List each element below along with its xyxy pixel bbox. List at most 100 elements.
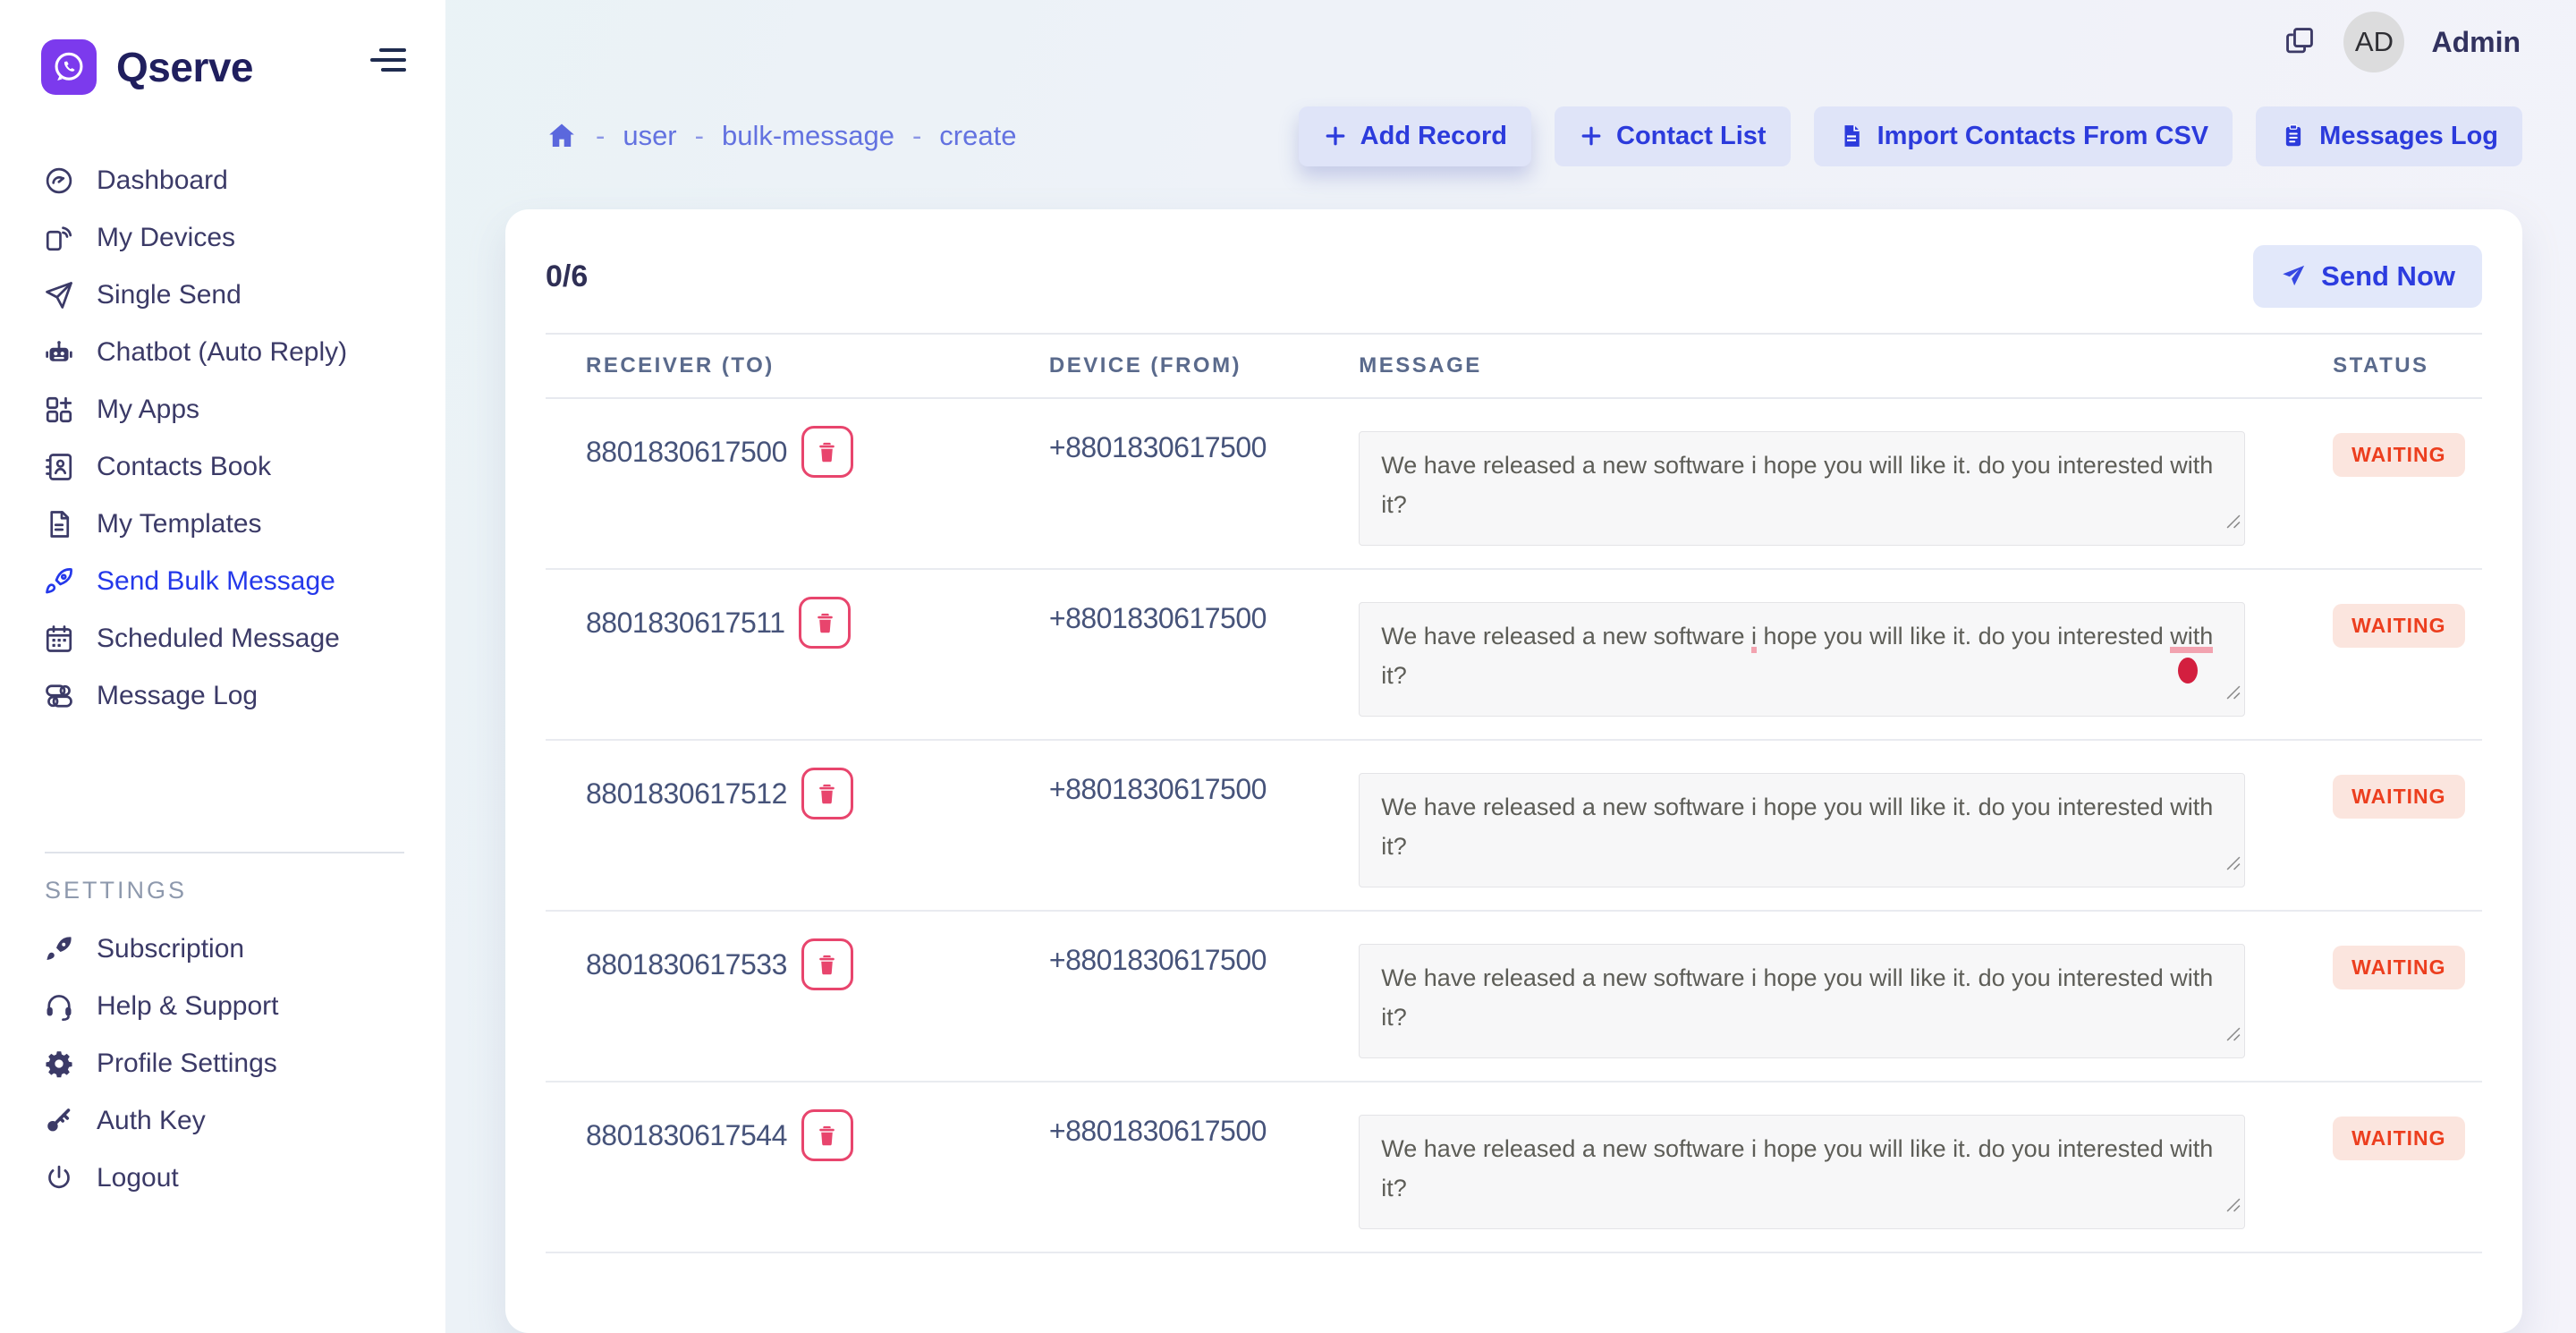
message-textarea[interactable]: We have released a new software i hope y… — [1359, 1115, 2246, 1229]
add-record-button[interactable]: Add Record — [1298, 106, 1531, 166]
breadcrumb-create[interactable]: create — [939, 120, 1017, 151]
sidebar-item-chatbot-auto-reply[interactable]: Chatbot (Auto Reply) — [0, 324, 445, 381]
sidebar-item-my-templates[interactable]: My Templates — [0, 496, 445, 553]
grammar-checker-dot[interactable] — [2178, 658, 2199, 683]
delete-row-button[interactable] — [801, 1109, 853, 1161]
spellcheck-underline: i — [1751, 623, 1758, 653]
resize-grip-icon[interactable] — [2225, 844, 2241, 883]
message-log-icon — [43, 680, 75, 712]
breadcrumb-separator: - — [694, 120, 704, 151]
resize-grip-icon[interactable] — [2225, 502, 2241, 541]
sidebar-item-scheduled-message[interactable]: Scheduled Message — [0, 610, 445, 667]
breadcrumb-separator: - — [911, 120, 922, 151]
breadcrumb-bulk-message[interactable]: bulk-message — [721, 120, 894, 151]
nav-label: My Devices — [97, 223, 236, 252]
nav-label: My Templates — [97, 509, 262, 539]
nav-label: Chatbot (Auto Reply) — [97, 337, 348, 367]
delete-row-button[interactable] — [801, 768, 853, 819]
apps-icon — [43, 394, 75, 426]
table-row: 8801830617511 +8801830617500 We have rel… — [546, 570, 2482, 741]
contact-list-button[interactable]: Contact List — [1555, 106, 1791, 166]
devices-icon — [43, 222, 75, 254]
sidebar-item-help-support[interactable]: Help & Support — [0, 978, 445, 1035]
message-textarea[interactable]: We have released a new software i hope y… — [1359, 602, 2246, 717]
resize-grip-icon[interactable] — [2225, 1015, 2241, 1054]
delete-row-button[interactable] — [801, 426, 853, 478]
sidebar-item-dashboard[interactable]: Dashboard — [0, 152, 445, 209]
receiver-number: 8801830617544 — [586, 1118, 787, 1151]
settings-section-label: SETTINGS — [45, 877, 188, 904]
table-header-row: RECEIVER (TO) DEVICE (FROM) MESSAGE STAT… — [546, 333, 2482, 399]
resize-grip-icon[interactable] — [2225, 1185, 2241, 1225]
sidebar-settings-nav: Subscription Help & Support Profile Settin… — [0, 921, 445, 1207]
table-row: 8801830617500 +8801830617500 We have rel… — [546, 399, 2482, 570]
send-icon — [43, 279, 75, 311]
receiver-number: 8801830617511 — [586, 606, 785, 639]
sidebar-item-profile-settings[interactable]: Profile Settings — [0, 1035, 445, 1092]
contacts-icon — [43, 451, 75, 483]
brand-name: Qserve — [116, 44, 254, 90]
nav-label: Send Bulk Message — [97, 566, 335, 596]
send-now-button[interactable]: Send Now — [2253, 245, 2482, 308]
nav-label: Help & Support — [97, 991, 279, 1021]
table-row: 8801830617512 +8801830617500 We have rel… — [546, 741, 2482, 912]
nav-label: Subscription — [97, 934, 245, 964]
avatar[interactable]: AD — [2343, 12, 2405, 72]
resize-grip-icon[interactable] — [2225, 673, 2241, 712]
message-textarea[interactable]: We have released a new software i hope y… — [1359, 431, 2246, 546]
sent-counter: 0/6 — [546, 259, 589, 293]
message-textarea[interactable]: We have released a new software i hope y… — [1359, 944, 2246, 1058]
breadcrumb-user[interactable]: user — [623, 120, 677, 151]
table-row: 8801830617533 +8801830617500 We have rel… — [546, 912, 2482, 1083]
chatbot-icon — [43, 336, 75, 369]
nav-label: Auth Key — [97, 1106, 206, 1135]
sidebar-toggle-button[interactable] — [369, 48, 406, 81]
qserve-logo[interactable] — [41, 39, 97, 95]
plus-icon — [1579, 123, 1604, 149]
import-contacts-from-csv-button[interactable]: Import Contacts From CSV — [1813, 106, 2233, 166]
button-label: Messages Log — [2319, 121, 2498, 150]
gear-icon — [43, 1048, 75, 1080]
delete-row-button[interactable] — [801, 938, 853, 990]
sidebar-item-my-devices[interactable]: My Devices — [0, 209, 445, 267]
status-badge: WAITING — [2333, 433, 2465, 477]
trash-icon — [815, 953, 839, 977]
template-icon — [43, 508, 75, 540]
col-header-device: DEVICE (FROM) — [1048, 353, 1242, 378]
receiver-number: 8801830617512 — [586, 777, 787, 810]
nav-label: Message Log — [97, 681, 258, 710]
receiver-number: 8801830617533 — [586, 947, 787, 981]
button-label: Contact List — [1616, 121, 1767, 150]
sidebar-divider — [45, 852, 404, 853]
nav-label: Scheduled Message — [97, 624, 340, 653]
home-icon[interactable] — [546, 120, 578, 152]
messages-log-button[interactable]: Messages Log — [2256, 106, 2522, 166]
sidebar-item-contacts-book[interactable]: Contacts Book — [0, 438, 445, 496]
copy-icon[interactable] — [2283, 24, 2317, 61]
col-header-message: MESSAGE — [1359, 353, 1482, 378]
send-now-label: Send Now — [2321, 260, 2455, 292]
sidebar-item-send-bulk-message[interactable]: Send Bulk Message — [0, 553, 445, 610]
breadcrumb: - user - bulk-message - create — [546, 120, 1016, 152]
sidebar-item-single-send[interactable]: Single Send — [0, 267, 445, 324]
message-textarea[interactable]: We have released a new software i hope y… — [1359, 773, 2246, 887]
whatsapp-phone-icon — [49, 47, 89, 87]
csv-icon — [1838, 123, 1865, 149]
rocket-filled-icon — [43, 933, 75, 965]
sidebar: Qserve Dashboard My Devices Single Send Cha… — [0, 0, 445, 1333]
trash-icon — [815, 1124, 839, 1148]
delete-row-button[interactable] — [799, 597, 852, 649]
paper-plane-icon — [2280, 263, 2307, 290]
topbar: AD Admin — [445, 0, 2576, 84]
sidebar-item-message-log[interactable]: Message Log — [0, 667, 445, 725]
sidebar-item-auth-key[interactable]: Auth Key — [0, 1092, 445, 1150]
table-row: 8801830617544 +8801830617500 We have rel… — [546, 1083, 2482, 1253]
nav-label: Logout — [97, 1163, 179, 1193]
sidebar-item-logout[interactable]: Logout — [0, 1150, 445, 1207]
rocket-icon — [43, 565, 75, 598]
sidebar-item-my-apps[interactable]: My Apps — [0, 381, 445, 438]
device-number: +8801830617500 — [1048, 431, 1267, 463]
col-header-receiver: RECEIVER (TO) — [586, 353, 775, 378]
device-number: +8801830617500 — [1048, 773, 1267, 805]
sidebar-item-subscription[interactable]: Subscription — [0, 921, 445, 978]
